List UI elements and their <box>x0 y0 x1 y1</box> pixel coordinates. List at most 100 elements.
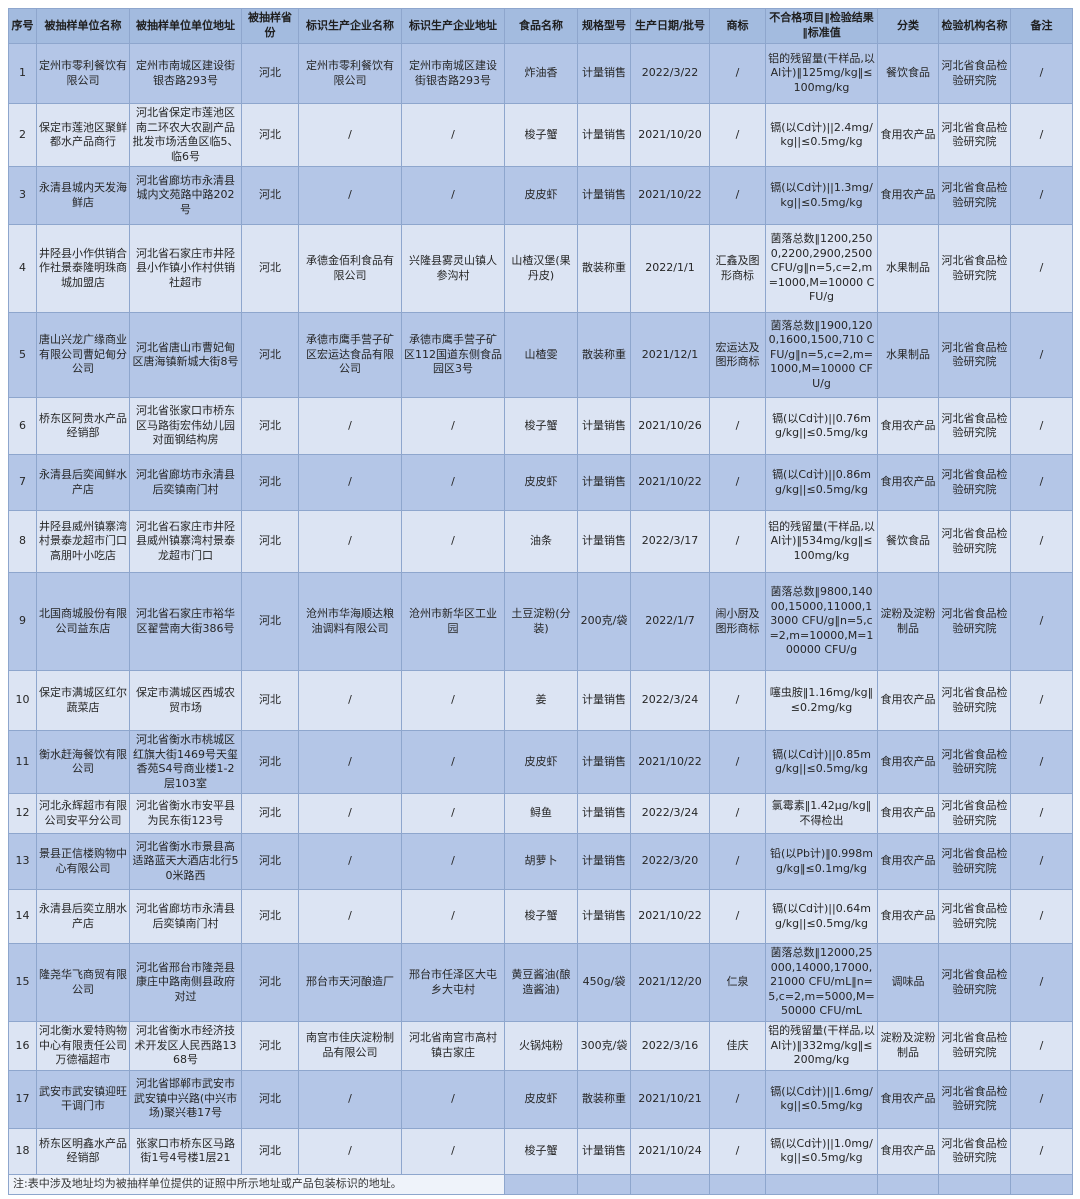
table-cell: 河北省食品检验研究院 <box>938 454 1011 512</box>
table-cell: 2021/10/26 <box>630 397 710 456</box>
table-cell: 2021/10/22 <box>630 889 710 945</box>
table-cell: 16 <box>8 1021 37 1071</box>
table-cell: 2021/12/20 <box>630 943 710 1023</box>
table-cell: 河北省衡水市经济技术开发区人民西路1368号 <box>129 1021 242 1071</box>
table-cell: 河北 <box>241 43 299 104</box>
table-cell: 河北 <box>241 397 299 456</box>
table-cell: / <box>298 510 402 574</box>
table-cell: 皮皮虾 <box>504 1069 578 1129</box>
table-cell: 10 <box>8 670 37 732</box>
table-cell: 承德金佰利食品有限公司 <box>298 224 402 314</box>
table-cell: 镉(以Cd计)||0.85mg/kg||≤0.5mg/kg <box>765 730 878 795</box>
table-cell: 鲟鱼 <box>504 793 578 835</box>
table-cell: 河北省张家口市桥东区马路街宏伟幼儿园对面钢结构房 <box>129 397 242 456</box>
table-cell: 河北省食品检验研究院 <box>938 572 1011 672</box>
table-cell: / <box>1010 43 1073 104</box>
table-cell: 食用农产品 <box>877 730 939 795</box>
table-cell: / <box>298 102 402 168</box>
table-cell: 沧州市新华区工业园 <box>401 572 505 672</box>
table-cell: 火锅炖粉 <box>504 1021 578 1071</box>
table-cell: 黄豆酱油(酿造酱油) <box>504 943 578 1023</box>
table-cell: / <box>709 510 766 574</box>
table-cell: / <box>1010 670 1073 732</box>
table-cell: 梭子蟹 <box>504 889 578 945</box>
table-cell: 餐饮食品 <box>877 43 939 104</box>
table-note-row: 注:表中涉及地址均为被抽样单位提供的证照中所示地址或产品包装标识的地址。 <box>8 1173 1073 1195</box>
table-cell <box>630 1173 710 1195</box>
col-header-inspection-agency: 检验机构名称 <box>938 8 1011 44</box>
table-cell: 汇鑫及图形商标 <box>709 224 766 314</box>
table-cell: 镉(以Cd计)||1.3mg/kg||≤0.5mg/kg <box>765 166 878 226</box>
table-cell: 隆尧华飞商贸有限公司 <box>36 943 130 1023</box>
table-cell: 2022/3/24 <box>630 793 710 835</box>
table-cell: / <box>709 43 766 104</box>
table-cell: 调味品 <box>877 943 939 1023</box>
table-cell: 散装称重 <box>577 1069 631 1129</box>
table-row: 8 井陉县威州镇寨湾村景泰龙超市门口高朋叶小吃店 河北省石家庄市井陉县威州镇寨湾村景… <box>8 510 1073 574</box>
table-row: 1 定州市零利餐饮有限公司 定州市南城区建设街银杏路293号 河北 定州市零利餐饮有限公… <box>8 43 1073 104</box>
table-cell: 河北省食品检验研究院 <box>938 1127 1011 1175</box>
table-cell: / <box>1010 397 1073 456</box>
table-cell: 河北 <box>241 670 299 732</box>
table-cell: 河北 <box>241 102 299 168</box>
table-cell: 水果制品 <box>877 312 939 399</box>
table-cell: 镉(以Cd计)||0.86mg/kg||≤0.5mg/kg <box>765 454 878 512</box>
table-cell: 铝的残留量(干样品,以Al计)‖125mg/kg‖≤100mg/kg <box>765 43 878 104</box>
table-cell: 胡萝卜 <box>504 833 578 891</box>
table-cell: 河北 <box>241 312 299 399</box>
table-cell: 镉(以Cd计)||0.64mg/kg||≤0.5mg/kg <box>765 889 878 945</box>
table-row: 13 景县正信楼购物中心有限公司 河北省衡水市景县高适路蓝天大酒店北行50米路西 河北… <box>8 833 1073 891</box>
table-row: 15 隆尧华飞商贸有限公司 河北省邢台市隆尧县康庄中路南侧县政府对过 河北 邢台市天河酿… <box>8 943 1073 1023</box>
table-cell: 河北省衡水市桃城区红旗大街1469号天玺香苑S4号商业楼1-2层103室 <box>129 730 242 795</box>
table-cell: 梭子蟹 <box>504 397 578 456</box>
table-cell: 河北 <box>241 730 299 795</box>
table-cell: / <box>709 833 766 891</box>
table-row: 16 河北衡水爱特购物中心有限责任公司万德福超市 河北省衡水市经济技术开发区人民西路… <box>8 1021 1073 1071</box>
table-cell: 计量销售 <box>577 102 631 168</box>
table-row: 12 河北永辉超市有限公司安平分公司 河北省衡水市安平县为民东街123号 河北 / / 鲟鱼… <box>8 793 1073 835</box>
table-cell: 计量销售 <box>577 670 631 732</box>
table-cell: / <box>1010 312 1073 399</box>
table-cell: 河北 <box>241 572 299 672</box>
table-row: 3 永清县城内天发海鲜店 河北省廊坊市永清县城内文苑路中路202号 河北 / / 皮皮虾 计量… <box>8 166 1073 226</box>
table-cell: 河北省邢台市隆尧县康庄中路南侧县政府对过 <box>129 943 242 1023</box>
table-cell <box>577 1173 631 1195</box>
table-cell: 1 <box>8 43 37 104</box>
table-cell: 承德市鹰手营子矿区宏运达食品有限公司 <box>298 312 402 399</box>
table-cell: 2021/10/24 <box>630 1127 710 1175</box>
table-row: 11 衡水赶海餐饮有限公司 河北省衡水市桃城区红旗大街1469号天玺香苑S4号商业楼… <box>8 730 1073 795</box>
table-cell: 桥东区阿贵水产品经销部 <box>36 397 130 456</box>
table-cell: 山楂汉堡(果丹皮) <box>504 224 578 314</box>
table-cell: / <box>709 397 766 456</box>
table-cell: / <box>1010 833 1073 891</box>
table-cell: 土豆淀粉(分装) <box>504 572 578 672</box>
table-cell: 2022/3/16 <box>630 1021 710 1071</box>
table-cell: 镉(以Cd计)||1.6mg/kg||≤0.5mg/kg <box>765 1069 878 1129</box>
table-cell: 永清县城内天发海鲜店 <box>36 166 130 226</box>
table-row: 4 井陉县小作供销合作社景泰隆明珠商城加盟店 河北省石家庄市井陉县小作镇小作村供销社… <box>8 224 1073 314</box>
table-cell: 镉(以Cd计)||0.76mg/kg||≤0.5mg/kg <box>765 397 878 456</box>
table-cell: / <box>401 670 505 732</box>
table-cell: 河北省衡水市景县高适路蓝天大酒店北行50米路西 <box>129 833 242 891</box>
table-cell: 河北省食品检验研究院 <box>938 224 1011 314</box>
table-cell: 河北省食品检验研究院 <box>938 510 1011 574</box>
table-cell: 15 <box>8 943 37 1023</box>
table-cell: 河北省食品检验研究院 <box>938 943 1011 1023</box>
table-cell: / <box>709 670 766 732</box>
table-body: 1 定州市零利餐饮有限公司 定州市南城区建设街银杏路293号 河北 定州市零利餐饮有限公… <box>8 43 1073 1195</box>
table-cell: 河北省邯郸市武安市武安镇中兴路(中兴市场)聚兴巷17号 <box>129 1069 242 1129</box>
table-cell: 2022/3/24 <box>630 670 710 732</box>
col-header-trademark: 商标 <box>709 8 766 44</box>
table-cell: 河北省石家庄市井陉县威州镇寨湾村景泰龙超市门口 <box>129 510 242 574</box>
table-cell: 闹小厨及图形商标 <box>709 572 766 672</box>
table-cell: 2021/10/21 <box>630 1069 710 1129</box>
table-cell: 河北省唐山市曹妃甸区唐海镇新城大街8号 <box>129 312 242 399</box>
table-cell: 食用农产品 <box>877 102 939 168</box>
table-cell: 河北省保定市莲池区南二环农大农副产品批发市场活鱼区临5、临6号 <box>129 102 242 168</box>
table-cell: 2021/10/22 <box>630 454 710 512</box>
table-row: 10 保定市满城区红尔蔬菜店 保定市满城区西城农贸市场 河北 / / 姜计量销售 2022/3… <box>8 670 1073 732</box>
table-cell: 食用农产品 <box>877 793 939 835</box>
table-cell: 2022/3/20 <box>630 833 710 891</box>
col-header-category: 分类 <box>877 8 939 44</box>
